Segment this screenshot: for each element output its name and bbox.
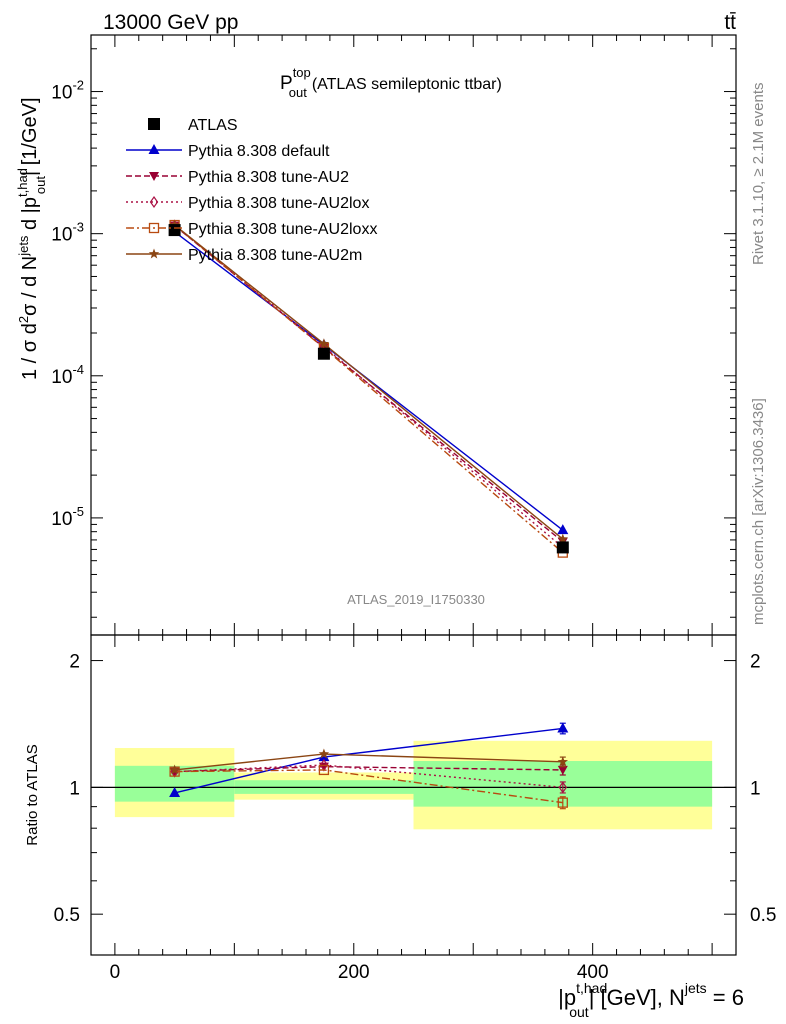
ratio-line-pythia-8-308-tune-au2loxx xyxy=(174,769,563,804)
ratio-y-tick-label-right: 2 xyxy=(750,652,761,673)
legend-marker-pythia-8-308-tune-au2lox xyxy=(149,195,159,209)
legend-label-atlas: ATLAS xyxy=(188,117,238,134)
main-y-tick-label: 10-5 xyxy=(51,504,84,530)
legend-marker-pythia-8-308-tune-au2 xyxy=(149,172,159,181)
legend: ATLAS Pythia 8.308 default Pythia 8.308 tu… xyxy=(126,117,377,264)
ratio-y-tick-label-left: 0.5 xyxy=(54,905,80,926)
ratio-point-pythia-8-308-tune-au2loxx xyxy=(557,797,568,808)
ratio-point-pythia-8-308-tune-au2m xyxy=(557,756,569,767)
main-y-tick-label: 10-4 xyxy=(51,362,84,388)
ratio-y-tick-label-right: 0.5 xyxy=(750,905,776,926)
x-tick-label: 400 xyxy=(577,962,609,983)
legend-label-pythia-8-308-tune-au2m: Pythia 8.308 tune-AU2m xyxy=(188,247,362,264)
ratio-point-pythia-8-308-tune-au2m xyxy=(318,748,330,759)
ratio-axis-ticks: 0.5 0.5 1 1 2 2 0 200 400 xyxy=(54,635,776,983)
legend-label-pythia-8-308-tune-au2lox: Pythia 8.308 tune-AU2lox xyxy=(188,195,369,212)
main-y-tick-label: 10-2 xyxy=(51,78,84,104)
ratio-series xyxy=(169,722,569,810)
main-y-axis-label: 1 / σ d2σ / d Njets d |pt,had out| [1/GeV… xyxy=(15,97,48,380)
x-axis-label: |pt,had out| [GeV], Njets = 6 xyxy=(558,980,744,1020)
energy-label: 13000 GeV pp xyxy=(103,11,238,34)
ratio-y-tick-label-left: 1 xyxy=(69,778,80,799)
series-line-pythia-8-308-tune-au2loxx xyxy=(174,224,564,554)
legend-marker-pythia-8-308-tune-au2loxx xyxy=(148,222,160,234)
main-y-tick-label: 10-3 xyxy=(51,220,84,246)
analysis-watermark: ATLAS_2019_I1750330 xyxy=(347,592,485,607)
ratio-y-tick-label-right: 1 xyxy=(750,778,761,799)
series-line-pythia-8-308-tune-au2m xyxy=(174,224,564,540)
ratio-point-pythia-8-308-default xyxy=(557,722,569,733)
data-point-atlas xyxy=(556,541,569,554)
ratio-point-pythia-8-308-tune-au2loxx xyxy=(318,764,330,776)
rivet-label: Rivet 3.1.10, ≥ 2.1M events xyxy=(750,83,767,266)
ratio-point-pythia-8-308-tune-au2lox xyxy=(558,781,568,794)
x-tick-label: 200 xyxy=(338,962,370,983)
process-label: tt̄ xyxy=(724,11,736,34)
plot-title: Ptop out (ATLAS semileptonic ttbar) xyxy=(280,65,502,100)
ratio-point-pythia-8-308-default xyxy=(169,786,181,797)
data-point-atlas xyxy=(168,224,181,237)
ratio-y-tick-label-left: 2 xyxy=(69,652,80,673)
legend-label-pythia-8-308-tune-au2: Pythia 8.308 tune-AU2 xyxy=(188,169,349,186)
data-point-pythia-8-308-default xyxy=(557,524,569,535)
mcplots-label: mcplots.cern.ch [arXiv:1306.3436] xyxy=(750,398,767,625)
data-point-atlas xyxy=(317,347,330,360)
data-point-pythia-8-308-tune-au2m xyxy=(557,533,569,544)
ratio-bands xyxy=(91,740,736,830)
main-series xyxy=(168,219,569,558)
legend-marker-pythia-8-308-default xyxy=(148,144,160,154)
ratio-point-pythia-8-308-tune-au2m xyxy=(169,764,180,775)
ratio-panel-frame xyxy=(90,634,737,956)
legend-marker-atlas xyxy=(148,118,160,130)
legend-marker-pythia-8-308-tune-au2m xyxy=(148,248,160,259)
legend-label-pythia-8-308-default: Pythia 8.308 default xyxy=(188,143,330,160)
main-axis-ticks: 10-5 10-4 10-3 10-2 xyxy=(51,35,736,635)
series-line-pythia-8-308-tune-au2lox xyxy=(174,225,564,548)
legend-label-pythia-8-308-tune-au2loxx: Pythia 8.308 tune-AU2loxx xyxy=(188,221,377,238)
ratio-y-axis-label: Ratio to ATLAS xyxy=(24,744,41,845)
data-point-pythia-8-308-tune-au2m xyxy=(318,338,330,349)
ratio-point-pythia-8-308-tune-au2 xyxy=(557,765,568,775)
x-tick-label: 0 xyxy=(110,962,121,983)
